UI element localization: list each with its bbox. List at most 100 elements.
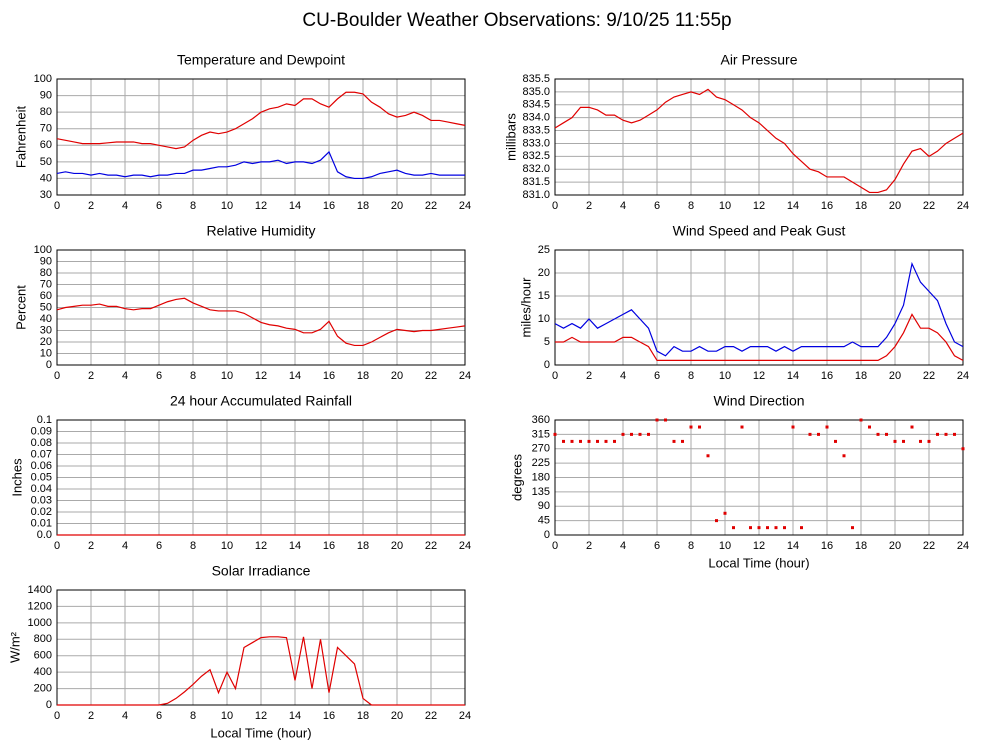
- x-tick-label: 12: [753, 200, 765, 212]
- x-tick-label: 18: [855, 200, 867, 212]
- x-tick-label: 18: [855, 540, 867, 552]
- series-line: [56, 91, 466, 150]
- y-tick-label: 60: [40, 139, 52, 151]
- y-tick-label: 0.1: [37, 414, 52, 426]
- y-tick-label: 80: [40, 267, 52, 279]
- point: [604, 439, 608, 443]
- point: [570, 439, 574, 443]
- x-tick-label: 6: [156, 710, 162, 722]
- y-tick-label: 360: [532, 414, 550, 426]
- plot-frame: [56, 249, 466, 366]
- point: [783, 526, 786, 530]
- x-tick-label: 2: [586, 540, 592, 552]
- series-line: [554, 88, 964, 194]
- x-tick-label: 4: [620, 370, 626, 382]
- y-axis-label: Percent: [13, 285, 28, 330]
- x-tick-label: 10: [221, 540, 233, 552]
- point: [689, 425, 693, 429]
- point: [842, 454, 846, 458]
- y-tick-label: 800: [34, 633, 52, 645]
- y-tick-label: 50: [40, 301, 52, 313]
- x-tick-label: 8: [190, 200, 196, 212]
- x-tick-label: 8: [190, 710, 196, 722]
- y-tick-label: 50: [40, 156, 52, 168]
- x-tick-label: 12: [255, 540, 267, 552]
- chart-title: Wind Direction: [713, 393, 804, 409]
- x-tick-label: 4: [620, 540, 626, 552]
- chart-title: Air Pressure: [720, 52, 797, 68]
- y-tick-label: 180: [532, 471, 550, 483]
- x-tick-label: 24: [459, 370, 471, 382]
- x-tick-label: 14: [787, 370, 799, 382]
- y-tick-label: 40: [40, 313, 52, 325]
- series-line: [554, 261, 964, 357]
- y-tick-label: 30: [40, 324, 52, 336]
- x-axis-label: Local Time (hour): [210, 725, 311, 740]
- x-tick-label: 12: [753, 370, 765, 382]
- plot-frame: [56, 78, 466, 196]
- x-tick-label: 8: [688, 540, 694, 552]
- x-tick-label: 24: [957, 200, 969, 212]
- x-tick-label: 24: [459, 200, 471, 212]
- y-axis-label: W/m²: [7, 631, 22, 663]
- x-tick-label: 12: [255, 200, 267, 212]
- point: [766, 526, 769, 530]
- point: [757, 526, 761, 530]
- point: [664, 418, 667, 422]
- x-tick-label: 4: [620, 200, 626, 212]
- point: [859, 418, 863, 422]
- x-tick-label: 2: [586, 370, 592, 382]
- y-axis-label: miles/hour: [518, 277, 533, 338]
- y-tick-label: 45: [538, 515, 550, 527]
- x-tick-label: 10: [719, 200, 731, 212]
- x-tick-label: 10: [221, 200, 233, 212]
- x-tick-label: 2: [88, 710, 94, 722]
- y-tick-label: 0.07: [31, 448, 52, 460]
- x-tick-label: 16: [323, 200, 335, 212]
- x-tick-label: 8: [688, 200, 694, 212]
- x-tick-label: 22: [425, 540, 437, 552]
- y-tick-label: 832.5: [522, 150, 550, 162]
- x-tick-label: 22: [923, 370, 935, 382]
- point: [740, 425, 744, 429]
- y-tick-label: 70: [40, 123, 52, 135]
- x-tick-label: 22: [923, 540, 935, 552]
- point: [587, 439, 591, 443]
- y-tick-label: 15: [538, 290, 550, 302]
- x-tick-label: 24: [459, 710, 471, 722]
- y-tick-label: 20: [40, 336, 52, 348]
- x-tick-label: 16: [323, 370, 335, 382]
- x-tick-label: 6: [654, 540, 660, 552]
- x-tick-label: 22: [425, 200, 437, 212]
- series-line: [57, 636, 465, 706]
- x-tick-label: 18: [357, 200, 369, 212]
- plot-frame: [554, 78, 964, 196]
- x-tick-label: 4: [122, 540, 128, 552]
- y-tick-label: 5: [544, 336, 550, 348]
- x-tick-label: 6: [654, 200, 660, 212]
- series-line: [56, 297, 466, 347]
- point: [723, 511, 727, 515]
- point: [749, 526, 752, 530]
- point: [715, 519, 718, 523]
- x-tick-label: 20: [391, 540, 403, 552]
- chart-title: Temperature and Dewpoint: [177, 52, 345, 68]
- y-tick-label: 315: [532, 428, 550, 440]
- y-tick-label: 834.0: [522, 112, 550, 124]
- y-tick-label: 20: [538, 267, 550, 279]
- y-tick-label: 10: [538, 313, 550, 325]
- point: [936, 432, 939, 436]
- point: [596, 439, 599, 443]
- x-tick-label: 16: [821, 540, 833, 552]
- y-tick-label: 1400: [28, 584, 52, 596]
- x-tick-label: 20: [391, 370, 403, 382]
- x-tick-label: 0: [54, 370, 60, 382]
- x-tick-label: 2: [88, 200, 94, 212]
- x-tick-label: 10: [719, 370, 731, 382]
- y-tick-label: 834.5: [522, 99, 550, 111]
- y-tick-label: 0: [544, 529, 550, 541]
- y-tick-label: 0.08: [31, 437, 52, 449]
- y-tick-label: 200: [34, 682, 52, 694]
- point: [579, 439, 582, 443]
